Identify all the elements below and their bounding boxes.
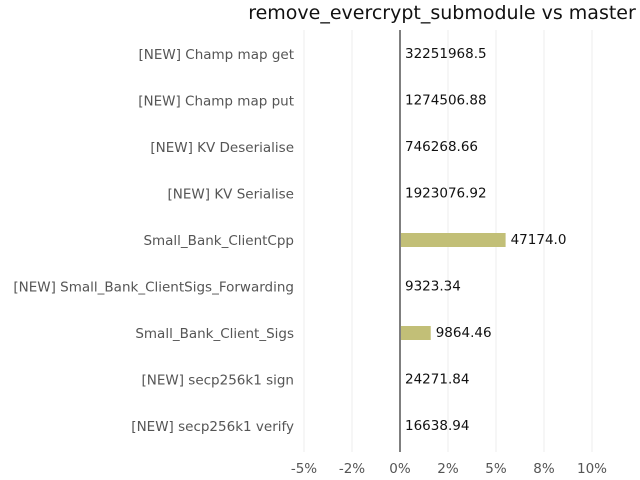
data-labels: 32251968.5 1274506.88 746268.66 1923076.92 4… (405, 46, 566, 434)
x-tick-label: 0% (389, 461, 411, 477)
data-label: 24271.84 (405, 372, 469, 388)
data-label: 16638.94 (405, 418, 469, 434)
x-tick-label: 8% (533, 461, 555, 477)
data-label: 47174.0 (511, 232, 567, 248)
x-tick-label: 5% (485, 461, 507, 477)
data-label: 32251968.5 (405, 46, 487, 62)
category-label: [NEW] secp256k1 verify (131, 419, 294, 435)
data-label: 746268.66 (405, 139, 478, 155)
data-label: 9864.46 (436, 325, 492, 341)
x-tick-label: -2% (339, 461, 365, 477)
chart-title: remove_evercrypt_submodule vs master (248, 2, 636, 24)
category-label: Small_Bank_Client_Sigs (135, 326, 294, 342)
bar (400, 326, 431, 340)
x-tick-label: -5% (291, 461, 317, 477)
data-label: 9323.34 (405, 279, 461, 295)
x-tick-labels: -5% -2% 0% 2% 5% 8% 10% (291, 461, 607, 477)
category-labels: [NEW] Champ map get [NEW] Champ map put [N… (13, 47, 294, 435)
category-label: Small_Bank_ClientCpp (143, 233, 294, 249)
category-label: [NEW] Champ map put (138, 94, 294, 110)
x-tick-label: 2% (437, 461, 459, 477)
data-label: 1923076.92 (405, 186, 487, 202)
category-label: [NEW] Champ map get (138, 47, 294, 63)
bar (400, 233, 506, 247)
bars (400, 233, 506, 340)
category-label: [NEW] KV Deserialise (150, 140, 294, 156)
x-tick-label: 10% (577, 461, 607, 477)
category-label: [NEW] Small_Bank_ClientSigs_Forwarding (13, 280, 294, 296)
category-label: [NEW] secp256k1 sign (141, 373, 294, 389)
data-label: 1274506.88 (405, 93, 487, 109)
category-label: [NEW] KV Serialise (168, 187, 294, 203)
